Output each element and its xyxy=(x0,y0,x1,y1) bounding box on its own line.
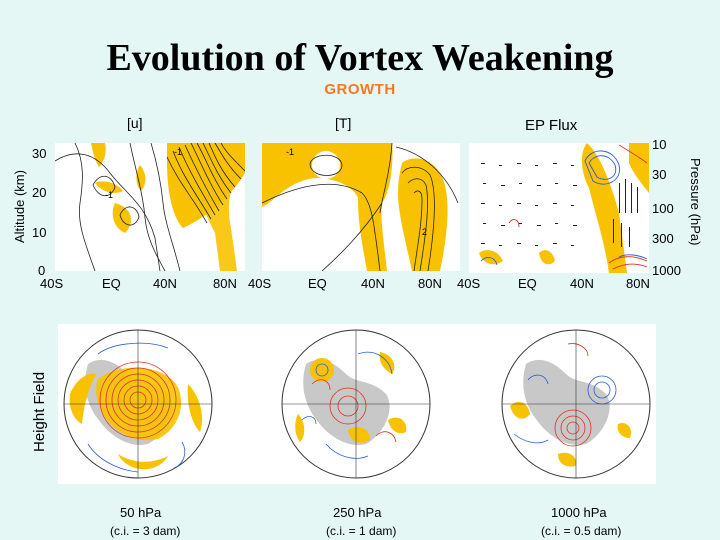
x-tick-80n-1: 80N xyxy=(213,276,237,291)
ep-flux-vectors xyxy=(481,163,638,247)
ep-flux-panel-label: EP Flux xyxy=(525,117,578,134)
level-caption-1000hpa: 1000 hPa xyxy=(551,505,607,520)
pressure-tick-30: 30 xyxy=(652,167,667,182)
zonal-wind-panel: -1 -1 xyxy=(55,143,245,271)
slide-title: Evolution of Vortex Weakening xyxy=(106,37,614,79)
x-tick-eq-2: EQ xyxy=(308,276,327,291)
alt-tick-30: 30 xyxy=(32,146,47,161)
altitude-axis-label: Altitude (km) xyxy=(12,170,27,243)
x-tick-80n-3: 80N xyxy=(626,276,650,291)
u-panel-label: [u] xyxy=(127,115,143,131)
t-contour-label-2: 2 xyxy=(422,227,427,237)
polar-map-250hpa xyxy=(281,329,431,479)
x-tick-40s-1: 40S xyxy=(40,276,64,291)
x-tick-40s-2: 40S xyxy=(248,276,272,291)
alt-tick-0: 0 xyxy=(38,263,46,278)
pressure-tick-10: 10 xyxy=(652,137,667,152)
pressure-tick-1000: 1000 xyxy=(652,263,681,278)
polar-map-1000hpa xyxy=(501,329,651,479)
stage-subtitle: GROWTH xyxy=(324,81,396,98)
level-caption-50hpa: 50 hPa xyxy=(120,505,162,520)
x-tick-eq-3: EQ xyxy=(518,276,537,291)
ci-caption-1000hpa: (c.i. = 0.5 dam) xyxy=(541,524,622,538)
height-field-label: Height Field xyxy=(31,371,48,452)
t-contour-label-1: -1 xyxy=(286,147,294,157)
ci-caption-250hpa: (c.i. = 1 dam) xyxy=(326,524,397,538)
pressure-axis-label: Pressure (hPa) xyxy=(688,158,703,246)
ep-flux-panel xyxy=(469,143,649,273)
x-tick-eq-1: EQ xyxy=(102,276,121,291)
zonal-temperature-panel: -1 2 xyxy=(262,143,460,271)
x-tick-40n-3: 40N xyxy=(570,276,594,291)
x-tick-40n-2: 40N xyxy=(361,276,385,291)
pressure-tick-100: 100 xyxy=(652,201,674,216)
t-panel-label: [T] xyxy=(335,115,352,131)
u-contour-label-2: -1 xyxy=(105,190,113,200)
polar-map-50hpa xyxy=(63,329,213,479)
pressure-tick-300: 300 xyxy=(652,231,674,246)
ci-caption-50hpa: (c.i. = 3 dam) xyxy=(110,524,181,538)
alt-tick-10: 10 xyxy=(32,225,47,240)
u-contour-label-1: -1 xyxy=(174,147,182,157)
height-field-maps-panel xyxy=(58,324,656,484)
x-tick-80n-2: 80N xyxy=(418,276,442,291)
level-caption-250hpa: 250 hPa xyxy=(333,505,382,520)
x-tick-40n-1: 40N xyxy=(153,276,177,291)
x-tick-40s-3: 40S xyxy=(457,276,481,291)
alt-tick-20: 20 xyxy=(32,185,47,200)
